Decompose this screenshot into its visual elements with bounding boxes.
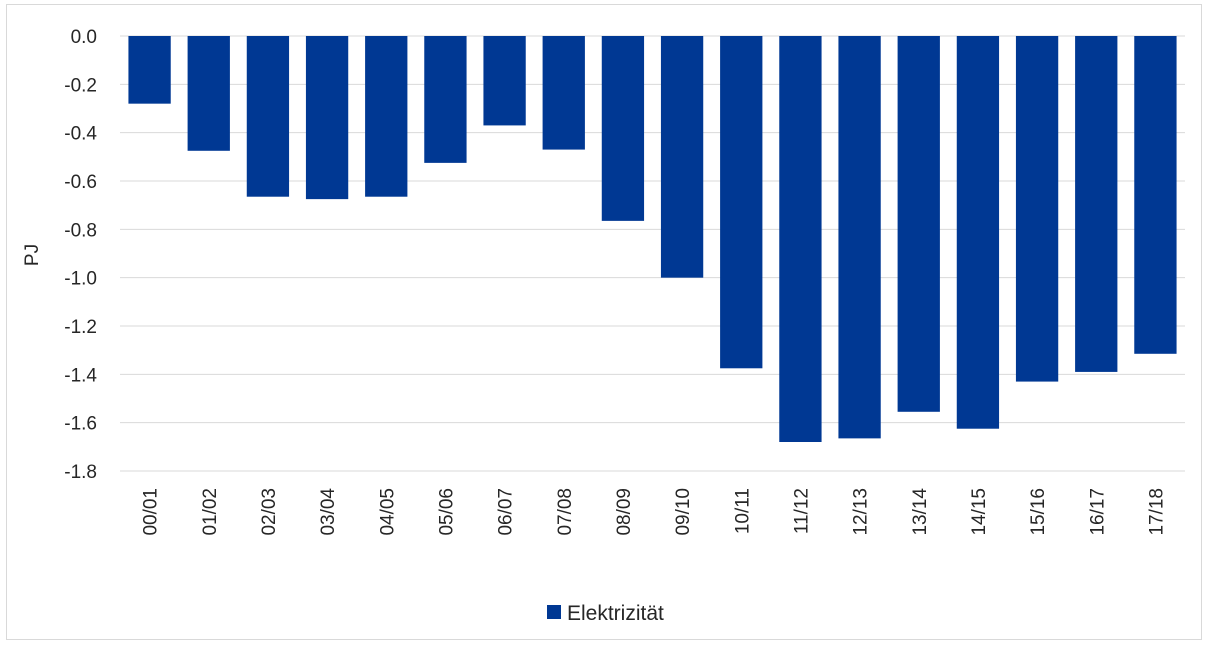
y-tick-label: -0.2 [64,75,97,96]
y-tick-label: -1.2 [64,317,97,338]
bar [483,36,526,126]
x-tick-label: 17/18 [1146,488,1167,536]
x-tick-label: 11/12 [791,488,812,534]
y-tick-label: -0.6 [64,172,97,193]
x-tick-label: 10/11 [732,488,753,534]
bar [1015,36,1059,382]
x-tick-label: 06/07 [496,488,517,536]
bars [128,36,1177,442]
x-tick-label: 07/08 [555,488,576,536]
x-tick-label: 03/04 [318,488,339,536]
y-tick-label: -1.6 [64,414,97,435]
bar [246,36,290,197]
y-tick-label: -1.0 [64,269,97,290]
x-tick-label: 02/03 [259,488,280,536]
y-axis-title: PJ [22,244,43,266]
x-tick-label: 05/06 [436,488,457,536]
bar [720,36,763,369]
x-axis-ticks: 00/01 01/02 02/03 03/04 04/05 05/06 06/07 07/08… [141,488,1168,536]
x-tick-label: 08/09 [614,488,635,536]
bar [1134,36,1177,354]
x-tick-label: 16/17 [1087,488,1108,536]
x-tick-label: 09/10 [673,488,694,536]
legend: Elektrizität [547,602,664,625]
bar [956,36,1000,429]
gridlines [120,35,1185,472]
y-tick-label: 0.0 [71,27,97,48]
bar [424,36,467,163]
bar [601,36,645,221]
legend-swatch [547,605,561,619]
x-tick-label: 04/05 [377,488,398,536]
bar [838,36,881,439]
bar [542,36,585,150]
bar [305,36,349,200]
x-tick-label: 13/14 [910,488,931,536]
bar [660,36,704,278]
bar [1075,36,1118,372]
bar [779,36,822,442]
y-tick-label: -0.4 [64,124,97,145]
y-axis-ticks: 0.0 -0.2 -0.4 -0.6 -0.8 -1.0 -1.2 -1.4 -1.6 -1.8 [64,27,97,483]
x-tick-label: 15/16 [1028,488,1049,536]
bar [128,36,171,104]
y-tick-label: -0.8 [64,220,97,241]
y-tick-label: -1.4 [64,365,97,386]
legend-label: Elektrizität [567,602,664,625]
y-tick-label: -1.8 [64,462,97,483]
bar [187,36,230,151]
x-tick-label: 01/02 [200,488,221,536]
bar [365,36,408,197]
x-tick-label: 12/13 [851,488,872,536]
x-tick-label: 14/15 [969,488,990,536]
x-tick-label: 00/01 [141,488,162,536]
bar [897,36,940,412]
